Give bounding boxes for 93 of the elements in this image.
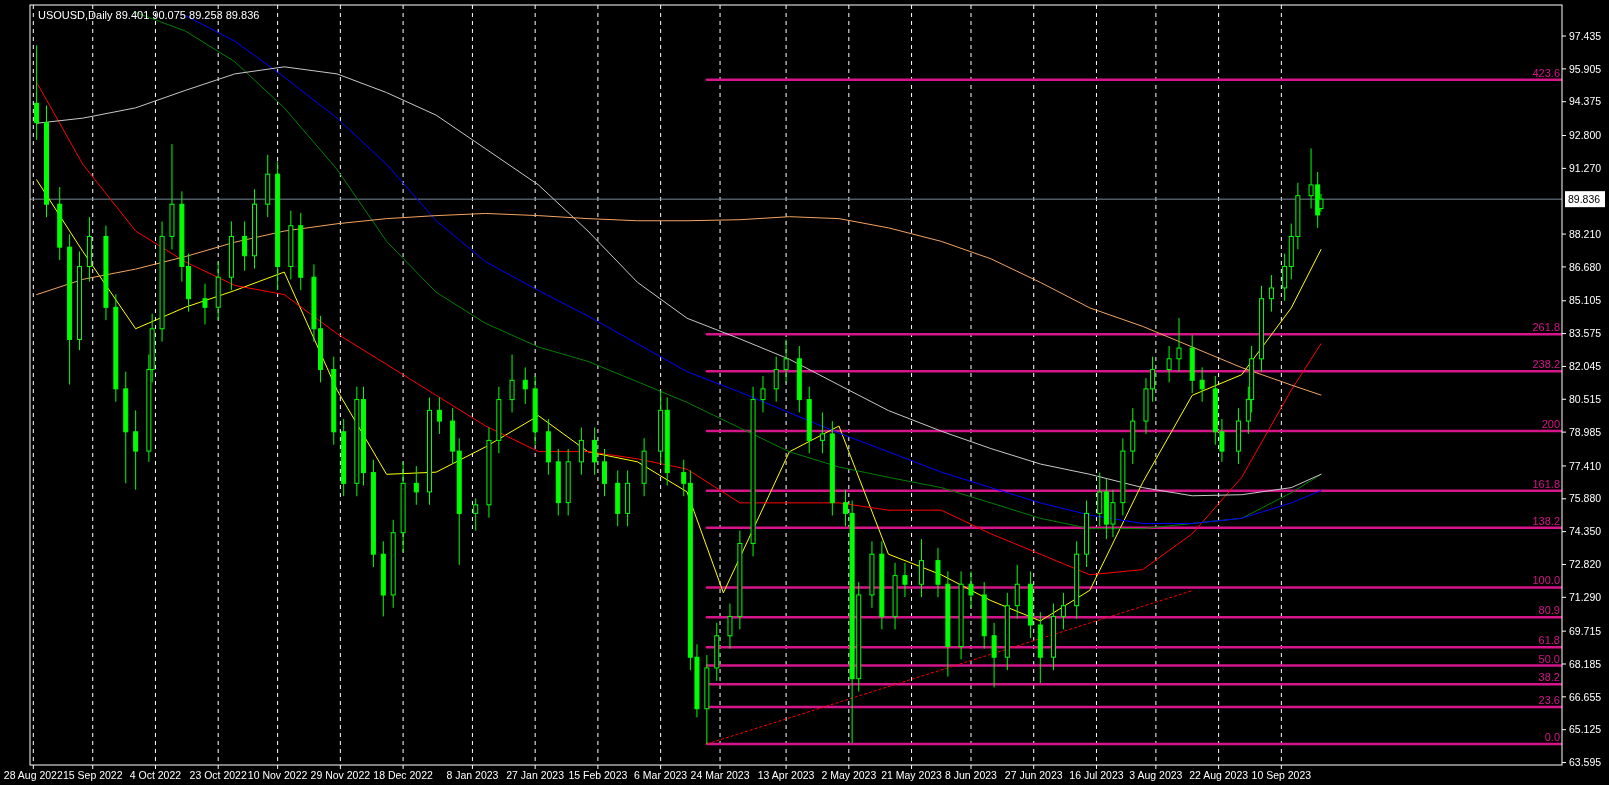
y-tick-label: 78.985 [1569, 425, 1602, 438]
candlestick [1097, 472, 1103, 527]
ref-line-label: 89.836 [1568, 192, 1601, 205]
y-tick-label: 69.715 [1569, 624, 1602, 637]
line-series [36, 66, 1322, 497]
candlestick [473, 497, 479, 532]
y-tick-label: 72.820 [1569, 558, 1602, 571]
y-tick-label: 94.375 [1569, 95, 1602, 108]
x-tick-label: 4 Oct 2022 [129, 769, 182, 781]
y-tick-label: 77.410 [1569, 459, 1602, 472]
candlestick [413, 465, 419, 506]
y-tick-label: 68.185 [1569, 657, 1602, 670]
x-tick-label: 29 Nov 2022 [310, 769, 371, 781]
annotation: 80.9 [1538, 604, 1560, 617]
x-tick-label: 2 May 2023 [821, 769, 877, 781]
x-tick-label: 21 May 2023 [881, 769, 943, 781]
y-tick-label: 80.515 [1569, 392, 1602, 405]
y-tick-label: 71.290 [1569, 591, 1602, 603]
candlestick [902, 562, 908, 598]
annotation: 261.8 [1532, 321, 1560, 334]
annotation: 38.2 [1538, 671, 1560, 684]
candlestick [242, 220, 248, 272]
x-tick-label: 27 Jun 2023 [1004, 769, 1063, 781]
candlestick [522, 366, 528, 405]
y-tick-label: 97.435 [1569, 29, 1602, 42]
candlestick [1060, 592, 1066, 630]
y-tick-label: 83.575 [1569, 327, 1602, 340]
candlestick [578, 427, 584, 476]
candlestick [773, 356, 779, 403]
x-tick-label: 27 Jan 2023 [506, 769, 565, 781]
x-tick-label: 23 Oct 2022 [189, 769, 247, 781]
x-tick-label: 24 Mar 2023 [690, 769, 750, 781]
x-tick-label: 22 Aug 2023 [1189, 769, 1249, 781]
candlestick [202, 283, 208, 325]
candlestick [991, 622, 997, 688]
x-tick-label: 16 Jul 2023 [1069, 769, 1124, 781]
x-tick-label: 3 Aug 2023 [1129, 769, 1183, 781]
candlestick [1268, 274, 1274, 313]
x-tick-label: 6 Mar 2023 [634, 769, 688, 781]
candlestick [592, 427, 598, 476]
x-tick-label: 15 Sep 2022 [62, 769, 123, 781]
y-tick-label: 86.680 [1569, 260, 1602, 273]
chart-title: USOUSD,Daily 89.401 90.075 89.253 89.836 [38, 9, 260, 21]
y-tick-label: 74.350 [1569, 525, 1602, 538]
candlestick [819, 411, 825, 454]
x-tick-label: 15 Feb 2023 [568, 769, 628, 781]
annotation: 161.8 [1532, 477, 1560, 490]
y-tick-label: 85.105 [1569, 294, 1602, 307]
candlestick [935, 547, 941, 598]
candlestick [681, 459, 687, 497]
annotation: 0.0 [1544, 730, 1560, 743]
annotation: 423.6 [1532, 66, 1560, 79]
candlestick [34, 44, 40, 141]
annotation: 50.0 [1538, 652, 1560, 665]
x-tick-label: 8 Jan 2023 [446, 769, 499, 781]
candlestick [760, 375, 766, 413]
annotation: 61.8 [1538, 634, 1560, 647]
annotation: 138.2 [1532, 514, 1560, 527]
line-series [36, 179, 1322, 622]
annotation: 23.6 [1538, 694, 1560, 707]
candlestick [968, 570, 974, 609]
candlestick [436, 396, 442, 435]
x-tick-label: 13 Apr 2023 [757, 769, 815, 781]
y-tick-label: 95.905 [1569, 62, 1602, 75]
candlestick [1166, 345, 1172, 383]
x-tick-label: 10 Sep 2023 [1251, 769, 1312, 781]
candlestick [1014, 564, 1020, 620]
y-tick-label: 82.045 [1569, 360, 1602, 373]
candlestick [727, 603, 733, 650]
x-tick-label: 28 Aug 2022 [3, 769, 63, 781]
x-tick-label: 8 Jun 2023 [945, 769, 998, 781]
line-series [36, 212, 1322, 396]
candlestick [1199, 366, 1205, 403]
x-tick-label: 18 Dec 2022 [373, 769, 434, 781]
y-tick-label: 92.800 [1569, 129, 1602, 142]
candlestick [1176, 317, 1182, 373]
candlestick [918, 538, 924, 598]
annotation: 100.0 [1532, 574, 1560, 587]
y-tick-label: 66.655 [1569, 690, 1602, 703]
x-tick-label: 10 Nov 2022 [247, 769, 308, 781]
y-tick-label: 63.595 [1569, 756, 1602, 769]
y-tick-label: 91.270 [1569, 162, 1602, 175]
candlestick [509, 354, 515, 413]
y-tick-label: 75.880 [1569, 492, 1602, 505]
annotation: 200 [1541, 417, 1560, 430]
candlestick [1282, 253, 1288, 302]
candlestick [783, 338, 789, 383]
annotation: 238.2 [1532, 358, 1560, 371]
y-tick-label: 65.125 [1569, 723, 1602, 736]
candlestick [602, 448, 607, 497]
line-series [36, 81, 1322, 576]
candlestick [133, 409, 139, 491]
y-tick-label: 88.210 [1569, 227, 1602, 240]
